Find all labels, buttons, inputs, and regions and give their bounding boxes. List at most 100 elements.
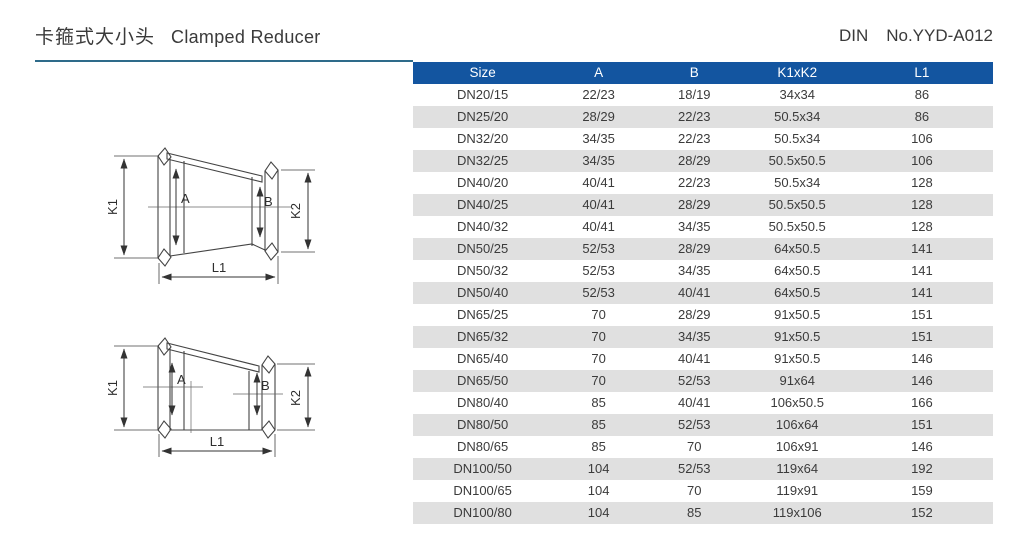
table-cell: DN100/80 <box>453 505 512 520</box>
table-cell: 70 <box>591 329 606 344</box>
table-cell: 52/53 <box>678 373 711 388</box>
table-cell: 91x50.5 <box>774 351 821 366</box>
dim-label-l1: L1 <box>210 434 224 449</box>
table-row: DN50/40 52/53 40/41 64x50.5 141 <box>413 282 993 304</box>
table-cell: 34/35 <box>582 131 615 146</box>
table-row: DN80/50 85 52/53 106x64 151 <box>413 414 993 436</box>
standard-label: DIN <box>838 26 869 45</box>
table-row: DN50/32 52/53 34/35 64x50.5 141 <box>413 260 993 282</box>
column-header: B <box>689 65 699 80</box>
table-cell: 52/53 <box>582 285 615 300</box>
concentric-reducer-drawing: A B K1 K2 L1 <box>105 147 315 284</box>
table-cell: 106x64 <box>775 417 819 432</box>
table-cell: DN65/50 <box>456 373 509 388</box>
table-cell: 119x106 <box>772 505 822 520</box>
spec-table: Size A B K1xK2 L1 DN20/15 22/23 18/19 34x34 86 DN… <box>413 62 993 524</box>
table-cell: 34/35 <box>678 263 711 278</box>
table-cell: 159 <box>911 483 933 498</box>
table-cell: 52/53 <box>678 461 711 476</box>
dim-label-a: A <box>181 191 190 206</box>
part-number-block: DIN No.YYD-A012 <box>839 26 993 46</box>
table-cell: DN65/40 <box>456 351 509 366</box>
table-cell: DN100/50 <box>453 461 512 476</box>
table-cell: 22/23 <box>678 175 711 190</box>
table-cell: 22/23 <box>582 87 615 102</box>
column-header: L1 <box>914 65 930 80</box>
table-cell: 151 <box>911 329 933 344</box>
page-title-chinese: 卡箍式大小头 <box>35 27 156 48</box>
table-cell: DN80/40 <box>456 395 509 410</box>
table-cell: DN32/25 <box>456 153 509 168</box>
dim-label-b: B <box>261 378 270 393</box>
top-wall-section <box>166 152 263 183</box>
table-cell: 141 <box>911 285 933 300</box>
table-cell: 28/29 <box>678 307 711 322</box>
left-ferrule-lip-top <box>157 337 172 356</box>
table-cell: 85 <box>687 505 702 520</box>
table-row: DN40/25 40/41 28/29 50.5x50.5 128 <box>413 194 993 216</box>
table-cell: DN100/65 <box>453 483 512 498</box>
dim-label-k2: K2 <box>288 203 303 219</box>
part-number: No.YYD-A012 <box>886 26 993 45</box>
table-row: DN32/25 34/35 28/29 50.5x50.5 106 <box>413 150 993 172</box>
table-cell: 52/53 <box>582 241 615 256</box>
table-cell: 152 <box>911 505 933 520</box>
table-cell: 64x50.5 <box>774 241 821 256</box>
table-row: DN100/80 104 85 119x106 152 <box>413 502 993 524</box>
table-cell: DN50/25 <box>456 241 509 256</box>
left-ferrule-lip-top <box>157 147 172 166</box>
table-row: DN25/20 28/29 22/23 50.5x34 86 <box>413 106 993 128</box>
table-cell: 40/41 <box>582 175 615 190</box>
top-wall-section <box>166 342 260 373</box>
table-cell: 40/41 <box>582 197 615 212</box>
dim-label-k1: K1 <box>105 199 120 215</box>
table-cell: 91x64 <box>779 373 815 388</box>
table-cell: 86 <box>914 109 930 124</box>
table-cell: 70 <box>591 351 606 366</box>
table-cell: 128 <box>911 219 933 234</box>
table-cell: 119x64 <box>776 461 819 476</box>
table-cell: 52/53 <box>678 417 711 432</box>
table-cell: 104 <box>587 461 610 476</box>
table-cell: 106x91 <box>775 439 819 454</box>
column-header: Size <box>469 65 496 80</box>
table-cell: 104 <box>587 483 610 498</box>
left-ferrule-lip-bottom <box>157 248 172 267</box>
table-row: DN100/50 104 52/53 119x64 192 <box>413 458 993 480</box>
ext-lines-l1 <box>158 256 279 284</box>
table-cell: 50.5x34 <box>774 175 821 190</box>
dim-label-l1: L1 <box>212 260 226 275</box>
right-ferrule-lip-bottom <box>261 420 276 439</box>
table-row: DN20/15 22/23 18/19 34x34 86 <box>413 84 993 106</box>
table-cell: DN32/20 <box>456 131 509 146</box>
table-cell: DN80/65 <box>456 439 509 454</box>
table-cell: 146 <box>911 351 933 366</box>
table-cell: 106 <box>911 131 933 146</box>
table-row: DN80/40 85 40/41 106x50.5 166 <box>413 392 993 414</box>
table-row: DN65/40 70 40/41 91x50.5 146 <box>413 348 993 370</box>
page-header: 卡箍式大小头 Clamped Reducer <box>35 22 321 49</box>
ext-lines-l1 <box>158 434 276 457</box>
table-cell: 40/41 <box>678 351 711 366</box>
table-cell: 192 <box>911 461 933 476</box>
table-cell: 64x50.5 <box>774 285 821 300</box>
ext-lines-k1 <box>114 155 159 259</box>
table-row: DN65/25 70 28/29 91x50.5 151 <box>413 304 993 326</box>
table-cell: 50.5x50.5 <box>768 153 826 168</box>
table-cell: 86 <box>914 87 930 102</box>
table-row: DN40/32 40/41 34/35 50.5x50.5 128 <box>413 216 993 238</box>
table-cell: 146 <box>911 439 933 454</box>
dim-label-a: A <box>177 372 186 387</box>
table-cell: DN20/15 <box>456 87 509 102</box>
right-ferrule-lip-top <box>264 161 279 180</box>
table-cell: 28/29 <box>678 197 711 212</box>
table-cell: 119x91 <box>776 483 819 498</box>
table-cell: 18/19 <box>678 87 711 102</box>
table-cell: 91x50.5 <box>774 307 821 322</box>
table-cell: 64x50.5 <box>774 263 821 278</box>
table-cell: 34/35 <box>678 329 711 344</box>
left-ferrule-lip-bottom <box>157 420 172 439</box>
page-title-english: Clamped Reducer <box>171 27 321 47</box>
table-cell: 40/41 <box>678 395 711 410</box>
table-cell: 52/53 <box>582 263 615 278</box>
